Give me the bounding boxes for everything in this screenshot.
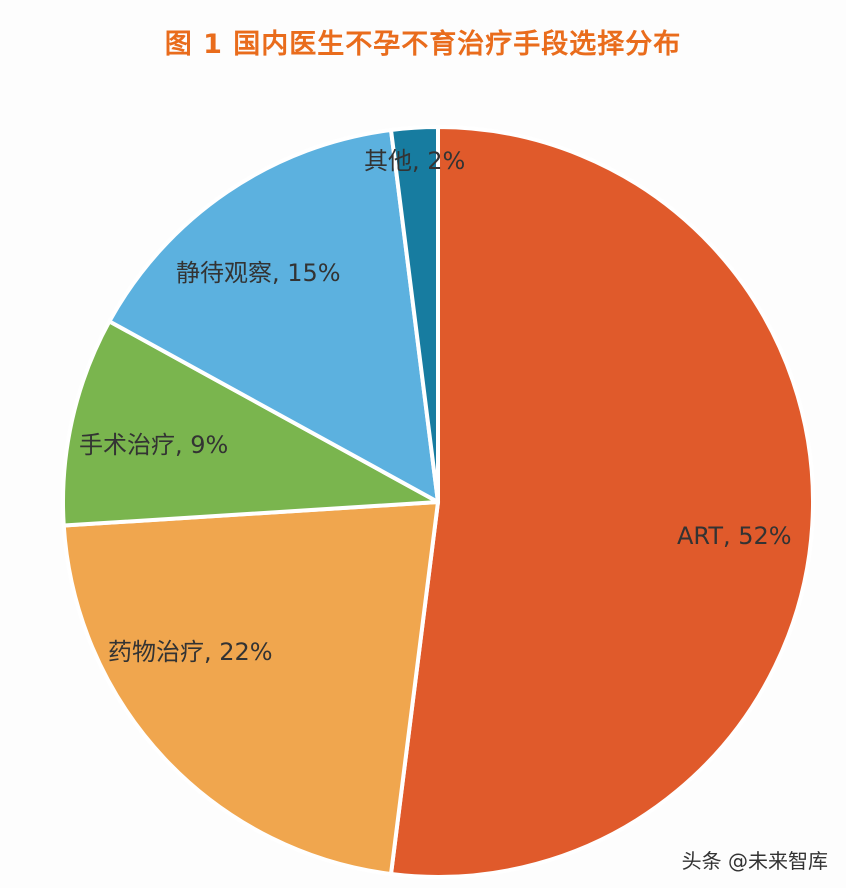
chart-title: 图 1 国内医生不孕不育治疗手段选择分布 [164, 29, 682, 60]
pie-slice [389, 125, 440, 504]
slice-label-other: 其他, 2% [364, 147, 466, 175]
pie-slice [107, 127, 440, 504]
pie-slice [389, 125, 815, 879]
slice-label-art: ART, 52% [677, 522, 792, 550]
watermark: 头条 @未来智库 [681, 849, 828, 873]
slice-label-watchful-waiting: 静待观察, 15% [176, 259, 341, 287]
pie-slice [61, 500, 440, 877]
pie-slice [61, 319, 440, 528]
slice-label-surgery: 手术治疗, 9% [79, 431, 229, 459]
slice-label-medication: 药物治疗, 22% [108, 638, 273, 666]
